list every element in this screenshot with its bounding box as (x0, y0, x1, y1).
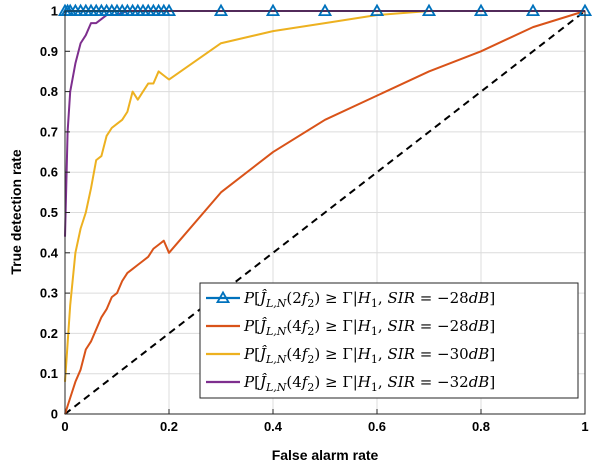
y-tick-label: 0.2 (40, 326, 58, 341)
legend: P[ĴL,N(2f2) ≥ Γ|H1, SIR = −28dB] P[ĴL,N(4… (199, 282, 579, 399)
y-tick-label: 0.1 (40, 366, 58, 381)
legend-entry-3: P[ĴL,N(4f2) ≥ Γ|H1, SIR = −32dB] (206, 373, 495, 394)
legend-label: P[ĴL,N(4f2) ≥ Γ|H1, SIR = −30dB] (243, 345, 495, 366)
x-tick-label: 0.8 (472, 419, 490, 434)
y-tick-label: 0.9 (40, 44, 58, 59)
legend-label: P[ĴL,N(4f2) ≥ Γ|H1, SIR = −28dB] (243, 317, 495, 338)
series-line-1 (64, 10, 586, 415)
x-tick-label: 0.4 (264, 419, 283, 434)
series-0-marker (525, 3, 541, 17)
x-tick-label: 1 (581, 419, 588, 434)
series-0-marker (317, 3, 333, 17)
y-tick-label: 0.5 (40, 205, 58, 220)
y-axis-label: True detection rate (8, 149, 24, 274)
y-tick-label: 0.8 (40, 84, 58, 99)
series-0-marker (265, 3, 281, 17)
legend-entry-1: P[ĴL,N(4f2) ≥ Γ|H1, SIR = −28dB] (206, 317, 495, 338)
series-0-marker (213, 3, 229, 17)
y-axis-ticks: 0 0.1 0.2 0.3 0.4 0.5 0.6 0.7 0.8 0.9 1 (40, 4, 70, 422)
y-tick-label: 0.4 (40, 245, 59, 260)
x-axis-ticks: 0 0.2 0.4 0.6 0.8 1 (61, 409, 589, 434)
x-tick-label: 0.6 (368, 419, 386, 434)
series-line-4 (64, 10, 586, 415)
legend-box (199, 282, 579, 399)
series-0-marker (161, 3, 177, 17)
series-line-2 (64, 10, 585, 382)
legend-entry-2: P[ĴL,N(4f2) ≥ Γ|H1, SIR = −30dB] (206, 345, 495, 366)
y-tick-label: 0 (51, 407, 58, 422)
x-axis-label: False alarm rate (272, 447, 379, 463)
legend-label: P[ĴL,N(4f2) ≥ Γ|H1, SIR = −32dB] (243, 373, 495, 394)
x-tick-label: 0 (61, 419, 68, 434)
diagonal-reference (64, 10, 586, 415)
y-tick-label: 1 (51, 4, 58, 19)
legend-entry-0: P[ĴL,N(2f2) ≥ Γ|H1, SIR = −28dB] (206, 289, 495, 310)
series-0-marker (473, 3, 489, 17)
x-tick-label: 0.2 (160, 419, 178, 434)
y-tick-label: 0.3 (40, 286, 58, 301)
series-0-marker (421, 3, 437, 17)
legend-marker (215, 290, 231, 304)
series-markers (57, 3, 592, 17)
legend-label: P[ĴL,N(2f2) ≥ Γ|H1, SIR = −28dB] (243, 289, 495, 310)
y-tick-label: 0.7 (40, 124, 58, 139)
y-tick-label: 0.6 (40, 165, 58, 180)
series-0-marker (369, 3, 385, 17)
